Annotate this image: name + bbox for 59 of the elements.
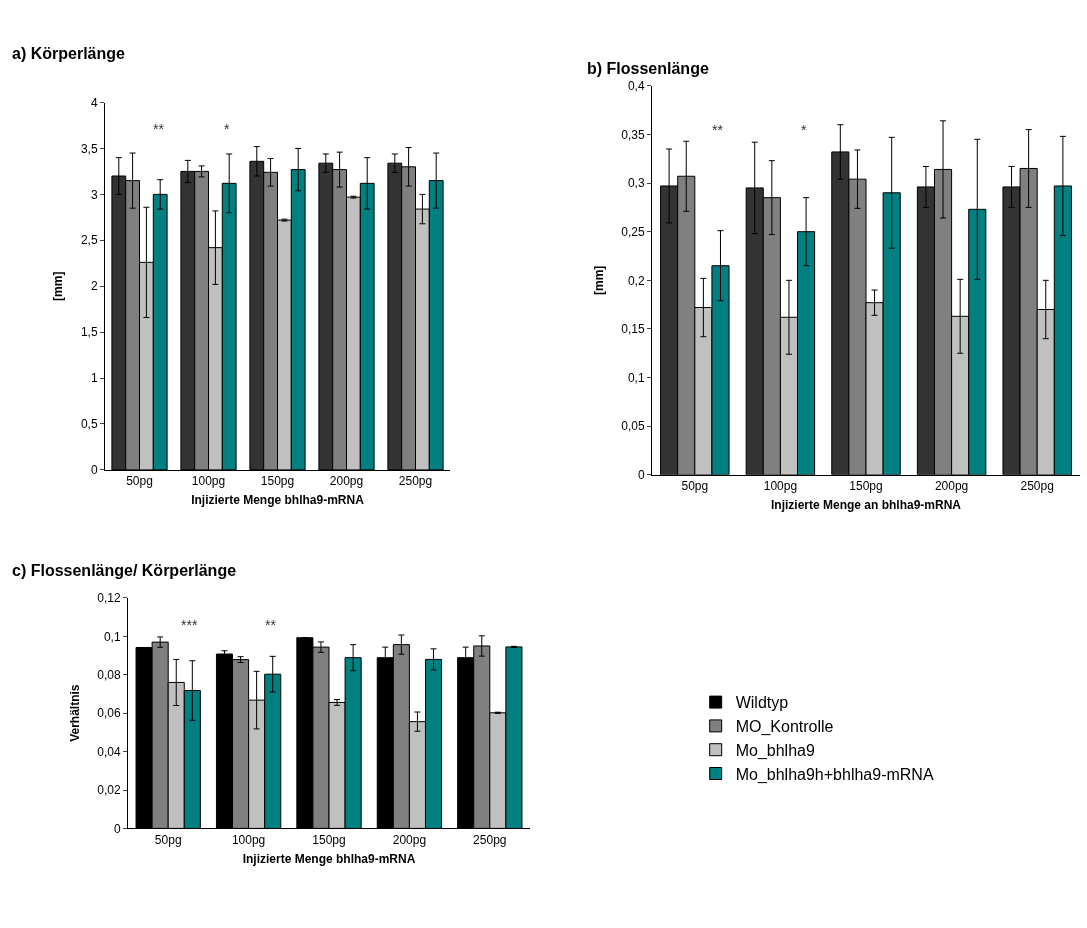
y-tick-label: 1 xyxy=(90,371,98,386)
legend-label: Wildtyp xyxy=(735,694,789,712)
annotation: ** xyxy=(712,122,724,138)
y-tick-label: 0 xyxy=(90,463,98,478)
y-tick-label: 0,05 xyxy=(621,419,645,434)
y-tick-label: 0,08 xyxy=(97,667,121,682)
x-tick-label: 150pg xyxy=(849,479,883,494)
legend-label: Mo_bhlha9h+bhlha9-mRNA xyxy=(735,765,934,784)
y-tick-label: 0,06 xyxy=(97,706,121,721)
x-tick-label: 250pg xyxy=(398,474,433,489)
y-axis-title: [mm] xyxy=(51,271,66,301)
y-tick-label: 0,5 xyxy=(80,417,98,432)
chart-title: a) Körperlänge xyxy=(12,45,126,62)
x-tick-label: 100pg xyxy=(191,474,226,489)
y-tick-label: 2,5 xyxy=(80,233,98,248)
y-tick-label: 0,04 xyxy=(97,744,121,759)
y-tick-label: 3 xyxy=(90,187,98,202)
x-tick-label: 150pg xyxy=(260,474,295,489)
x-tick-label: 250pg xyxy=(473,832,507,847)
y-tick-label: 3,5 xyxy=(80,141,98,156)
x-tick-label: 100pg xyxy=(231,832,266,847)
y-tick-label: 1,5 xyxy=(80,325,98,340)
y-axis-title: Verhältnis xyxy=(67,684,82,742)
legend-label: MO_Kontrolle xyxy=(735,718,834,737)
legend-label: Mo_bhlha9 xyxy=(735,741,815,760)
y-tick-label: 0,3 xyxy=(627,176,645,191)
y-tick-label: 0,4 xyxy=(627,78,645,93)
x-tick-label: 50pg xyxy=(154,832,182,847)
y-tick-label: 0,35 xyxy=(621,127,645,142)
x-tick-label: 200pg xyxy=(392,832,427,847)
y-tick-label: 0 xyxy=(113,821,121,836)
x-tick-label: 250pg xyxy=(1020,479,1054,494)
y-tick-label: 0,02 xyxy=(97,783,121,798)
y-tick-label: 0,25 xyxy=(621,224,645,239)
x-axis-title: Injizierte Menge bhlha9-mRNA xyxy=(191,493,365,508)
y-tick-label: 0 xyxy=(637,468,645,483)
y-tick-label: 0,15 xyxy=(621,322,645,337)
annotation: * xyxy=(801,122,807,138)
x-tick-label: 50pg xyxy=(681,479,709,494)
x-axis-title: Injizierte Menge bhlha9-mRNA xyxy=(242,851,416,866)
x-axis-title: Injizierte Menge an bhlha9-mRNA xyxy=(770,498,962,513)
chart-title: b) Flossenlänge xyxy=(587,60,709,77)
annotation: * xyxy=(224,121,230,137)
x-tick-label: 200pg xyxy=(934,479,969,494)
x-tick-label: 200pg xyxy=(329,474,364,489)
y-tick-label: 0,1 xyxy=(103,629,121,644)
annotation: ** xyxy=(153,121,165,137)
annotation: ** xyxy=(265,617,277,633)
y-axis-title: [mm] xyxy=(591,265,606,295)
y-tick-label: 0,1 xyxy=(627,370,645,385)
x-tick-label: 50pg xyxy=(126,474,153,489)
y-tick-label: 0,12 xyxy=(97,591,121,606)
x-tick-label: 150pg xyxy=(312,832,346,847)
x-tick-label: 100pg xyxy=(763,479,798,494)
annotation: *** xyxy=(181,617,198,633)
y-tick-label: 4 xyxy=(90,95,98,110)
y-tick-label: 2 xyxy=(90,279,98,294)
chart-title: c) Flossenlänge/ Körperlänge xyxy=(12,562,237,579)
y-tick-label: 0,2 xyxy=(627,273,645,288)
